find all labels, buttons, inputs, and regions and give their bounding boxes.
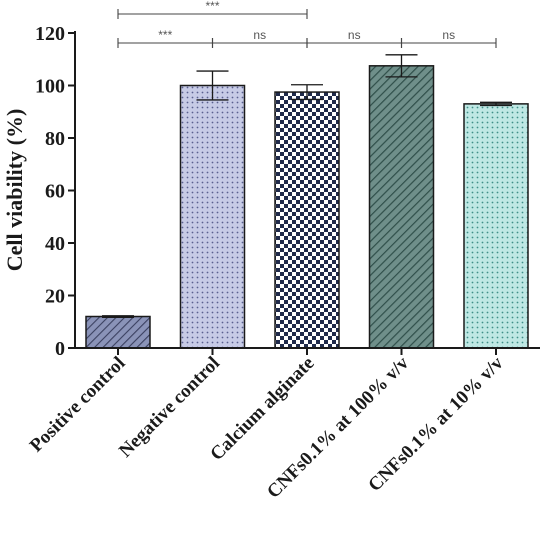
y-tick-label: 20 [45, 286, 65, 308]
significance-group: *** *** ns ns ns [117, 0, 497, 48]
significance-label: ns [253, 28, 266, 42]
error-bars-group [102, 54, 512, 318]
bar-0 [85, 315, 151, 349]
y-tick-label: 80 [45, 128, 65, 150]
bar-2 [274, 91, 340, 349]
bar-4 [463, 103, 529, 349]
y-tick-label: 0 [55, 338, 65, 360]
y-axis-title: Cell viability (%) [2, 109, 27, 272]
significance-label: *** [205, 0, 219, 13]
significance-label: ns [348, 28, 361, 42]
y-tick-label: 120 [35, 23, 65, 45]
significance-label: ns [442, 28, 455, 42]
x-category-label: Negative control [115, 353, 224, 462]
bar-1 [179, 84, 246, 349]
y-axis: 0 20 40 60 80 100 120 [35, 23, 76, 360]
bar-3 [368, 65, 435, 349]
significance-label: *** [158, 28, 172, 42]
y-tick-label: 100 [35, 76, 65, 98]
y-tick-label: 60 [45, 181, 65, 203]
x-category-label: Positive control [26, 353, 130, 457]
bars-group [85, 65, 529, 349]
y-tick-label: 40 [45, 233, 65, 255]
